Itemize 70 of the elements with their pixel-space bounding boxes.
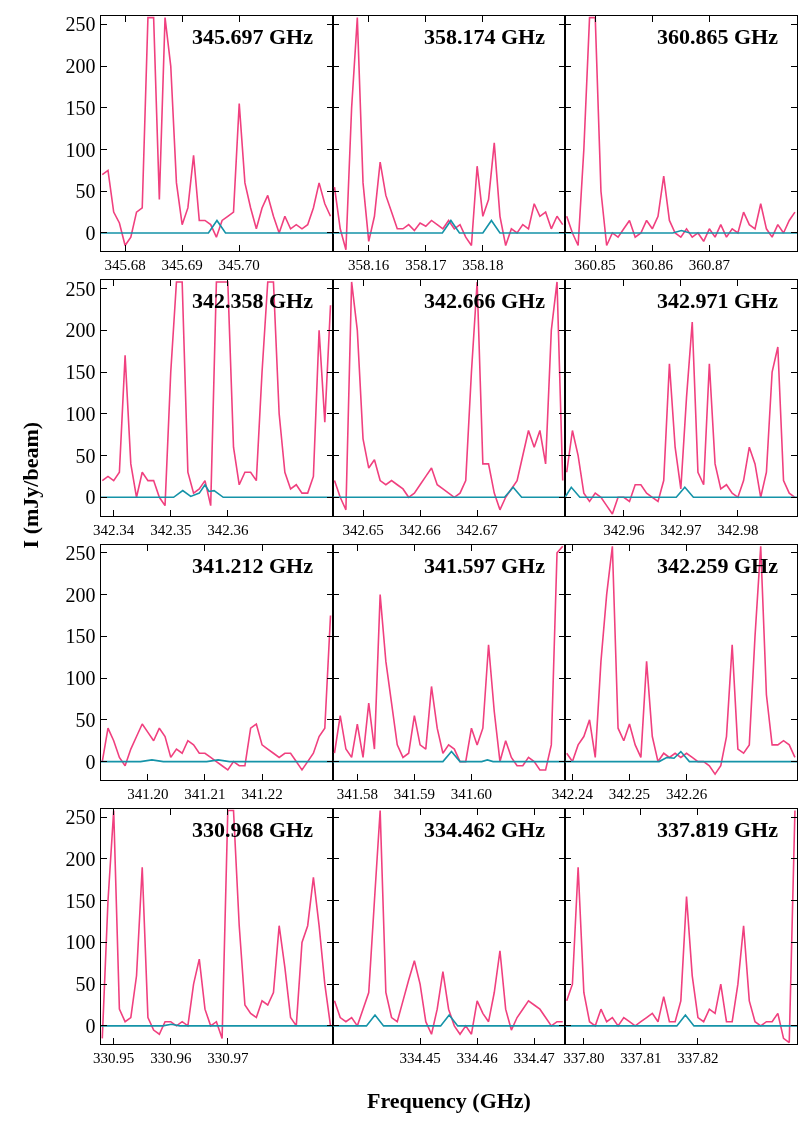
y-tick-label: 100 (65, 931, 96, 954)
y-tick-label: 100 (65, 667, 96, 690)
y-tick-label: 0 (85, 750, 96, 773)
x-tick-label: 342.98 (717, 521, 759, 538)
chart-title: 358.174 GHz (424, 24, 546, 49)
y-tick-label: 150 (65, 889, 96, 912)
x-tick-label: 330.97 (207, 1050, 249, 1067)
y-tick-label: 250 (65, 277, 96, 300)
y-tick-label: 250 (65, 806, 96, 829)
x-tick-label: 330.96 (150, 1050, 192, 1067)
y-tick-label: 0 (85, 486, 96, 509)
y-tick-label: 200 (65, 583, 96, 606)
x-tick-label: 342.35 (150, 521, 192, 538)
x-tick-label: 342.67 (456, 521, 499, 538)
chart-title: 341.212 GHz (192, 553, 314, 578)
x-tick-label: 341.59 (393, 785, 436, 802)
y-tick-label: 200 (65, 847, 96, 870)
y-tick-label: 150 (65, 361, 96, 384)
y-tick-label: 150 (65, 625, 96, 648)
y-tick-label: 50 (75, 973, 96, 996)
x-tick-label: 334.47 (513, 1050, 556, 1067)
y-axis-title: I (mJy/beam) (17, 421, 43, 549)
x-tick-label: 341.20 (127, 785, 169, 802)
x-tick-label: 334.46 (456, 1050, 499, 1067)
x-tick-label: 345.69 (161, 257, 203, 274)
x-tick-label: 334.45 (399, 1050, 441, 1067)
chart-title: 337.819 GHz (657, 817, 779, 842)
y-tick-label: 250 (65, 541, 96, 564)
x-axis-title: Frequency (GHz) (367, 1088, 531, 1113)
x-tick-label: 358.16 (348, 257, 390, 274)
x-tick-label: 358.17 (405, 257, 447, 274)
chart-title: 342.971 GHz (657, 288, 779, 313)
chart-title: 341.597 GHz (424, 553, 546, 578)
x-tick-label: 342.24 (551, 785, 594, 802)
y-tick-label: 0 (85, 221, 96, 244)
x-tick-label: 341.58 (336, 785, 378, 802)
y-tick-label: 50 (75, 708, 96, 731)
x-tick-label: 360.85 (574, 257, 616, 274)
x-tick-label: 342.65 (342, 521, 384, 538)
x-tick-label: 342.96 (603, 521, 645, 538)
x-tick-label: 337.82 (677, 1050, 719, 1067)
y-tick-label: 150 (65, 96, 96, 119)
x-tick-label: 341.60 (450, 785, 493, 802)
x-tick-label: 342.36 (207, 521, 249, 538)
x-tick-label: 341.22 (241, 785, 283, 802)
x-tick-label: 341.21 (184, 785, 226, 802)
chart-title: 360.865 GHz (657, 24, 779, 49)
y-tick-label: 200 (65, 55, 96, 78)
x-tick-label: 337.80 (563, 1050, 605, 1067)
y-tick-label: 50 (75, 180, 96, 203)
x-tick-label: 337.81 (620, 1050, 662, 1067)
y-tick-label: 200 (65, 319, 96, 342)
x-tick-label: 360.86 (631, 257, 674, 274)
x-tick-label: 342.26 (665, 785, 708, 802)
y-tick-label: 50 (75, 444, 96, 467)
x-tick-label: 342.25 (608, 785, 651, 802)
x-tick-label: 360.87 (688, 257, 731, 274)
y-tick-label: 100 (65, 402, 96, 425)
x-tick-label: 342.34 (93, 521, 135, 538)
chart-title: 334.462 GHz (424, 817, 546, 842)
x-tick-label: 345.70 (218, 257, 260, 274)
x-tick-label: 342.66 (399, 521, 442, 538)
chart-title: 345.697 GHz (192, 24, 314, 49)
x-tick-label: 345.68 (104, 257, 146, 274)
y-tick-label: 100 (65, 138, 96, 161)
y-tick-label: 250 (65, 13, 96, 36)
x-tick-label: 358.18 (462, 257, 504, 274)
x-tick-label: 330.95 (93, 1050, 135, 1067)
y-tick-label: 0 (85, 1014, 96, 1037)
x-tick-label: 342.97 (660, 521, 702, 538)
